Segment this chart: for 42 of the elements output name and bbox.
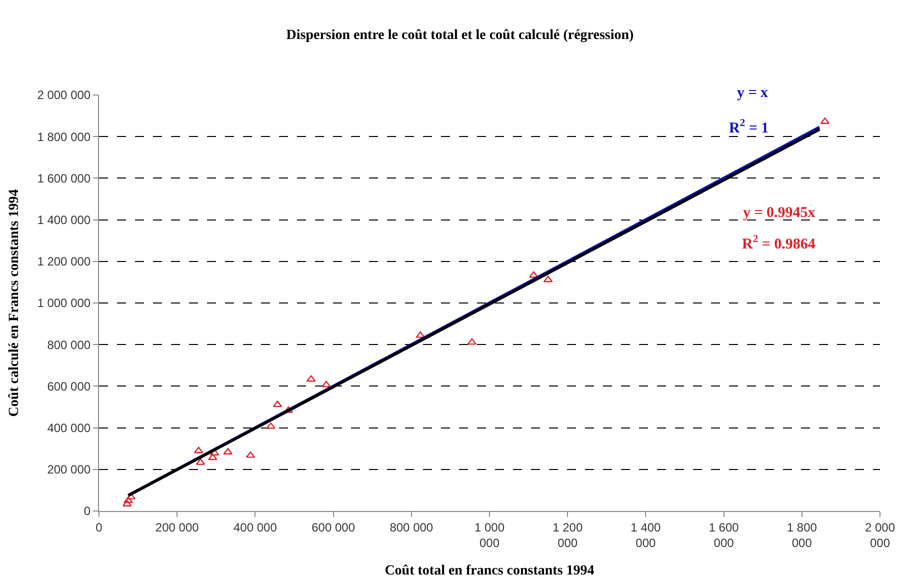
y-tick-label: 0 — [84, 504, 91, 518]
y-tick-label: 800 000 — [47, 338, 91, 352]
x-tick-label: 600 000 — [312, 520, 356, 534]
annotation: R$^{2}$ = 0.9864 — [742, 234, 816, 252]
point — [246, 451, 256, 458]
y-tick-label: 1 600 000 — [37, 171, 91, 186]
x-tick-label: 800 000 — [390, 520, 434, 534]
x-tick-label: 1 000 000 — [474, 520, 505, 550]
annotation: y = x — [737, 85, 769, 101]
y-axis-title: Coût calculé en Francs constants 1994 — [6, 189, 22, 417]
y-tick-label: 1 800 000 — [37, 130, 91, 144]
x-tick-label: 0 — [96, 520, 103, 534]
point — [528, 271, 538, 278]
y-tick-label: 1 400 000 — [37, 213, 91, 227]
point — [272, 400, 282, 408]
point — [543, 276, 553, 282]
point — [306, 375, 316, 382]
y-tick-label: 600 000 — [47, 379, 91, 394]
y-tick-label: 200 000 — [47, 462, 91, 477]
annotation: y = 0.9945x — [743, 205, 816, 221]
x-tick-label: 1 400 000 — [630, 520, 662, 550]
point — [467, 338, 477, 345]
x-tick-label: 1 200 000 — [552, 520, 583, 550]
point — [266, 422, 276, 429]
chart-title: Dispersion entre le coût total et le coût calculé (régression) — [286, 28, 634, 44]
y-tick-label: 2 000 000 — [37, 88, 91, 102]
y-tick-label: 1 000 000 — [37, 296, 91, 310]
point — [196, 458, 206, 465]
x-tick-label: 400 000 — [234, 520, 278, 534]
x-tick-label: 1 600 000 — [708, 520, 740, 550]
x-tick-label: 2 000 000 — [864, 520, 896, 550]
y-tick-label: 400 000 — [47, 421, 91, 435]
annotation: R$^{2}$ = 1 — [729, 118, 769, 136]
x-tick-label: 200 000 — [155, 520, 200, 534]
point — [416, 331, 426, 338]
point — [210, 449, 220, 456]
point — [194, 446, 204, 454]
point — [322, 380, 331, 388]
x-axis-title: Coût total en francs constants 1994 — [384, 563, 594, 578]
x-tick-label: 1 800 000 — [786, 520, 818, 550]
y-tick-label: 1 200 000 — [37, 254, 91, 269]
point — [208, 454, 218, 460]
